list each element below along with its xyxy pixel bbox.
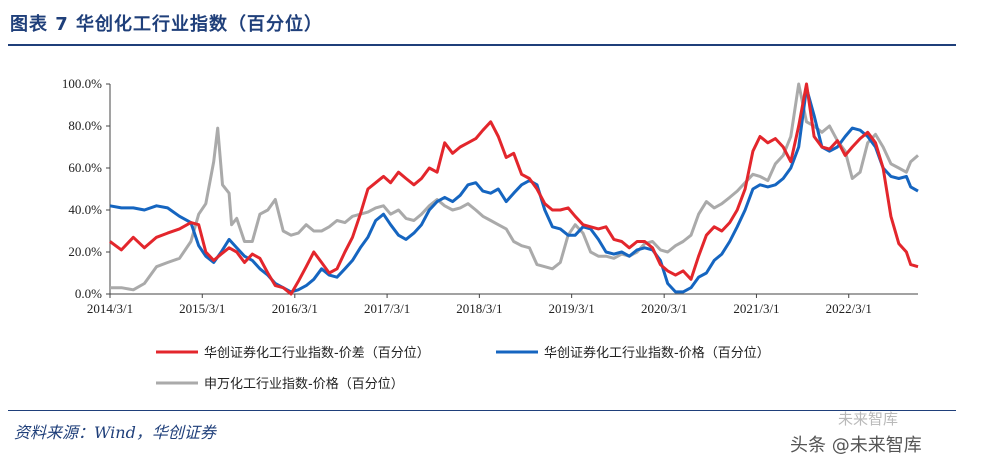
y-tick-label: 20.0% xyxy=(68,244,102,259)
x-tick-label: 2020/3/1 xyxy=(641,301,687,316)
y-tick-label: 0.0% xyxy=(75,286,102,301)
legend-label: 申万化工行业指数-价格（百分位） xyxy=(204,376,404,392)
x-tick-label: 2015/3/1 xyxy=(179,301,225,316)
legend-label: 华创证券化工行业指数-价格（百分位） xyxy=(544,345,770,361)
x-tick-label: 2021/3/1 xyxy=(733,301,779,316)
watermark-bottom: 头条 @未来智库 xyxy=(790,435,922,456)
x-tick-label: 2017/3/1 xyxy=(364,301,410,316)
x-tick-label: 2014/3/1 xyxy=(87,301,133,316)
y-axis: 0.0% 20.0% 40.0% 60.0% 80.0% 100.0% xyxy=(62,76,111,301)
watermark-top: 未来智库 xyxy=(838,410,899,428)
y-tick-label: 40.0% xyxy=(68,202,102,217)
figure-title: 图表 7 华创化工行业指数（百分位） xyxy=(10,14,324,35)
y-tick-label: 60.0% xyxy=(68,160,102,175)
series-line-1 xyxy=(109,82,919,296)
series-line-2 xyxy=(109,86,919,294)
x-axis: 2014/3/1 2015/3/1 2016/3/1 2017/3/1 2018/3/1… xyxy=(87,293,918,316)
x-tick-label: 2018/3/1 xyxy=(456,301,502,316)
y-tick-label: 80.0% xyxy=(68,118,102,133)
source-note: 资料来源：Wind，华创证券 xyxy=(14,423,216,442)
legend-label: 华创证券化工行业指数-价差（百分位） xyxy=(204,345,430,361)
series-line-3 xyxy=(110,82,919,292)
x-tick-label: 2022/3/1 xyxy=(826,301,872,316)
plot-area xyxy=(109,82,919,296)
x-tick-label: 2019/3/1 xyxy=(549,301,595,316)
source-divider xyxy=(8,410,956,411)
y-tick-label: 100.0% xyxy=(62,76,102,91)
title-underline xyxy=(8,44,956,46)
x-tick-label: 2016/3/1 xyxy=(272,301,318,316)
legend: 华创证券化工行业指数-价差（百分位） 华创证券化工行业指数-价格（百分位） 申万化工… xyxy=(156,345,770,392)
